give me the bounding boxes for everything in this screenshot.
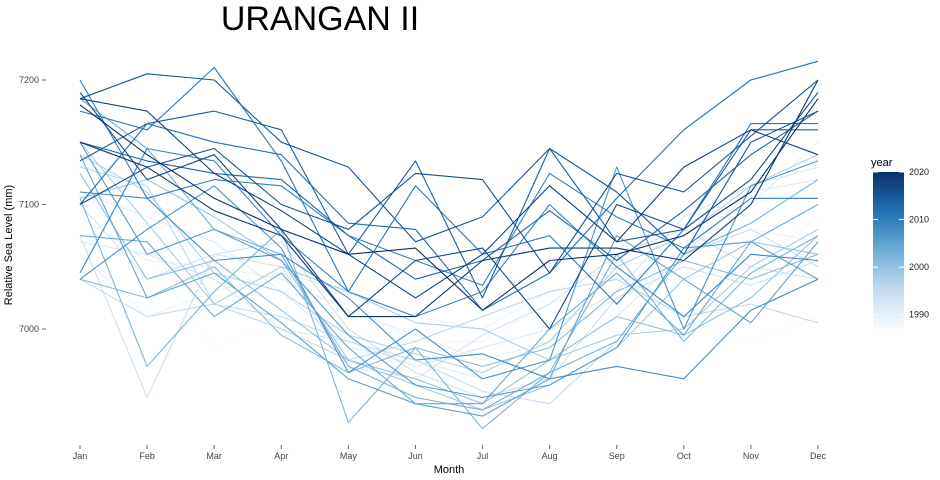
x-tick-label: Oct — [677, 451, 692, 461]
series-line-2011 — [79, 66, 818, 305]
x-tick-label: Aug — [542, 451, 558, 461]
y-tick-label: 7000 — [19, 324, 39, 334]
series-line-1987 — [79, 228, 819, 355]
series-line-1999 — [79, 179, 819, 411]
legend-title: year — [871, 157, 893, 169]
series-line-2006 — [79, 141, 819, 399]
series-line-2019 — [79, 79, 819, 318]
series-line-1991 — [79, 179, 819, 380]
series-line-1996 — [79, 166, 819, 361]
series-line-2004 — [79, 204, 819, 405]
x-tick-label: Feb — [139, 451, 155, 461]
x-tick-label: Nov — [743, 451, 760, 461]
chart-title: URANGAN II — [221, 0, 419, 38]
series-line-2007 — [79, 160, 819, 380]
series-line-2005 — [79, 154, 819, 417]
series-line-2016 — [79, 79, 819, 274]
y-tick-label: 7100 — [19, 200, 39, 210]
x-axis: Jan Feb Mar Apr May Jun Jul Aug Sep Oct Nov Dec — [73, 445, 827, 461]
x-tick-label: Jul — [477, 451, 489, 461]
x-tick-label: Mar — [206, 451, 222, 461]
x-axis-title: Month — [434, 464, 465, 476]
x-tick-label: Apr — [274, 451, 288, 461]
series-line-1998 — [79, 141, 819, 361]
series-line-1995 — [79, 228, 819, 405]
series-line-2015 — [79, 73, 819, 255]
series-line-2017 — [79, 92, 819, 330]
y-tick-label: 7200 — [19, 75, 39, 85]
x-tick-label: Jun — [408, 451, 423, 461]
y-axis-title: Relative Sea Level (mm) — [3, 185, 15, 305]
series-line-2008 — [79, 191, 819, 380]
legend-tick-label: 2010 — [909, 215, 929, 225]
legend-ticks: 1990 2000 2010 2020 — [873, 167, 929, 320]
series-line-2018 — [79, 98, 819, 299]
x-tick-label: Dec — [810, 451, 827, 461]
plot-area — [79, 60, 819, 430]
legend-colorbar — [873, 172, 904, 329]
legend-tick-label: 2000 — [909, 262, 929, 272]
x-tick-label: May — [340, 451, 358, 461]
series-line-2010 — [79, 79, 818, 286]
series-line-1990 — [79, 141, 819, 361]
legend-tick-label: 2020 — [909, 167, 929, 177]
legend-tick-label: 1990 — [909, 310, 929, 320]
series-line-1997 — [79, 154, 819, 374]
y-axis: 7000 7100 7200 — [19, 75, 46, 334]
series-line-2013 — [79, 110, 819, 280]
x-tick-label: Jan — [73, 451, 88, 461]
series-line-2020 — [79, 98, 819, 311]
x-tick-label: Sep — [609, 451, 625, 461]
color-legend: year 1990 2000 2010 2020 — [871, 157, 929, 329]
series-line-1988 — [79, 191, 819, 342]
series-line-1994 — [79, 235, 819, 399]
